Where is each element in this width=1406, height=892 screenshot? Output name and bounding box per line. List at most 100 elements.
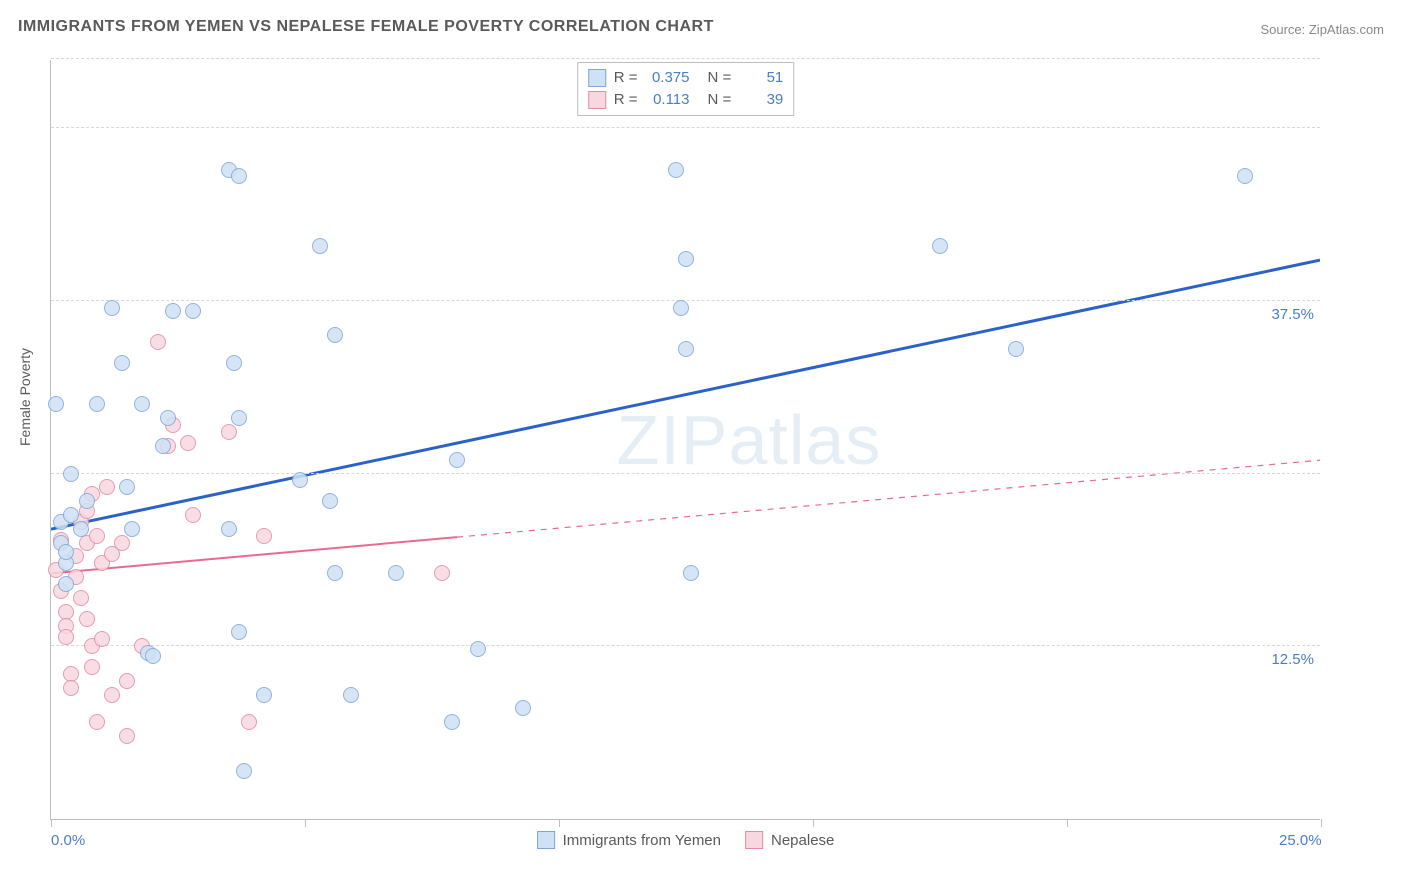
- data-point: [73, 590, 89, 606]
- legend-N-value-nepalese: 39: [739, 89, 783, 111]
- legend-R-label: R =: [614, 67, 638, 89]
- data-point: [58, 576, 74, 592]
- x-tick: [1067, 819, 1068, 827]
- legend-R-label: R =: [614, 89, 638, 111]
- x-tick: [1321, 819, 1322, 827]
- data-point: [221, 521, 237, 537]
- data-point: [119, 673, 135, 689]
- data-point: [58, 629, 74, 645]
- data-point: [449, 452, 465, 468]
- data-point: [89, 396, 105, 412]
- data-point: [104, 300, 120, 316]
- series-legend-item-nepalese: Nepalese: [745, 831, 834, 849]
- data-point: [327, 327, 343, 343]
- legend-swatch-nepalese: [588, 91, 606, 109]
- data-point: [79, 493, 95, 509]
- data-point: [48, 396, 64, 412]
- watermark: ZIPatlas: [617, 400, 882, 480]
- x-tick: [813, 819, 814, 827]
- x-tick-label: 0.0%: [51, 832, 85, 849]
- legend-N-value-yemen: 51: [739, 67, 783, 89]
- data-point: [256, 528, 272, 544]
- data-point: [124, 521, 140, 537]
- data-point: [932, 238, 948, 254]
- data-point: [114, 535, 130, 551]
- data-point: [221, 424, 237, 440]
- gridline: [51, 127, 1320, 128]
- legend-row-yemen: R = 0.375 N = 51: [588, 67, 784, 89]
- data-point: [343, 687, 359, 703]
- data-point: [668, 162, 684, 178]
- legend-N-label: N =: [708, 67, 732, 89]
- series-swatch-nepalese: [745, 831, 763, 849]
- data-point: [79, 611, 95, 627]
- gridline: [51, 473, 1320, 474]
- data-point: [134, 396, 150, 412]
- data-point: [226, 355, 242, 371]
- source-label: Source: ZipAtlas.com: [1260, 22, 1384, 37]
- data-point: [150, 334, 166, 350]
- chart-plot-area: ZIPatlas R = 0.375 N = 51 R = 0.113 N = …: [50, 60, 1320, 820]
- data-point: [119, 728, 135, 744]
- data-point: [185, 303, 201, 319]
- legend-R-value-nepalese: 0.113: [646, 89, 690, 111]
- x-tick: [305, 819, 306, 827]
- data-point: [94, 631, 110, 647]
- gridline: [51, 645, 1320, 646]
- y-axis-label: Female Poverty: [17, 348, 33, 446]
- data-point: [160, 410, 176, 426]
- data-point: [185, 507, 201, 523]
- data-point: [99, 479, 115, 495]
- x-tick: [51, 819, 52, 827]
- data-point: [470, 641, 486, 657]
- data-point: [673, 300, 689, 316]
- data-point: [256, 687, 272, 703]
- x-tick-label: 25.0%: [1279, 832, 1322, 849]
- data-point: [327, 565, 343, 581]
- series-legend: Immigrants from Yemen Nepalese: [537, 831, 835, 849]
- data-point: [515, 700, 531, 716]
- data-point: [236, 763, 252, 779]
- data-point: [89, 714, 105, 730]
- data-point: [1008, 341, 1024, 357]
- data-point: [63, 680, 79, 696]
- data-point: [104, 687, 120, 703]
- data-point: [63, 507, 79, 523]
- series-name-nepalese: Nepalese: [771, 832, 834, 849]
- gridline: [51, 58, 1320, 59]
- data-point: [155, 438, 171, 454]
- data-point: [434, 565, 450, 581]
- data-point: [231, 410, 247, 426]
- legend-N-label: N =: [708, 89, 732, 111]
- data-point: [231, 624, 247, 640]
- data-point: [388, 565, 404, 581]
- data-point: [678, 341, 694, 357]
- data-point: [312, 238, 328, 254]
- series-legend-item-yemen: Immigrants from Yemen: [537, 831, 721, 849]
- data-point: [114, 355, 130, 371]
- data-point: [84, 659, 100, 675]
- y-tick-label: 12.5%: [1271, 651, 1314, 668]
- data-point: [180, 435, 196, 451]
- data-point: [145, 648, 161, 664]
- legend-row-nepalese: R = 0.113 N = 39: [588, 89, 784, 111]
- data-point: [231, 168, 247, 184]
- correlation-legend: R = 0.375 N = 51 R = 0.113 N = 39: [577, 62, 795, 116]
- data-point: [444, 714, 460, 730]
- y-tick-label: 37.5%: [1271, 306, 1314, 323]
- data-point: [322, 493, 338, 509]
- data-point: [683, 565, 699, 581]
- legend-swatch-yemen: [588, 69, 606, 87]
- chart-title: IMMIGRANTS FROM YEMEN VS NEPALESE FEMALE…: [18, 18, 714, 36]
- data-point: [73, 521, 89, 537]
- data-point: [165, 303, 181, 319]
- series-swatch-yemen: [537, 831, 555, 849]
- data-point: [241, 714, 257, 730]
- data-point: [89, 528, 105, 544]
- series-name-yemen: Immigrants from Yemen: [563, 832, 721, 849]
- data-point: [63, 466, 79, 482]
- data-point: [292, 472, 308, 488]
- x-tick: [559, 819, 560, 827]
- data-point: [678, 251, 694, 267]
- legend-R-value-yemen: 0.375: [646, 67, 690, 89]
